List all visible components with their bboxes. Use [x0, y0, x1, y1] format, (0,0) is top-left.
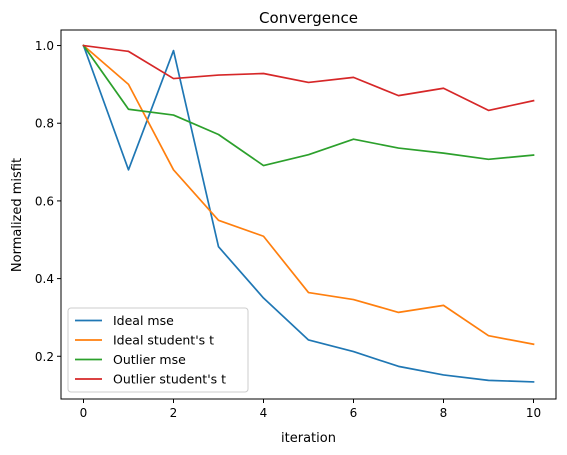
x-axis-label: iteration — [281, 431, 336, 446]
series-line-3 — [82, 44, 535, 112]
x-tick-label: 8 — [440, 406, 448, 420]
x-tick-label: 10 — [526, 406, 541, 420]
legend-label: Ideal mse — [113, 313, 174, 328]
y-axis-label: Normalized misfit — [10, 158, 25, 272]
chart-title: Convergence — [259, 9, 358, 27]
y-tick-label: 0.4 — [35, 272, 54, 286]
legend: Ideal mse Ideal student's t Outlier mse Out… — [67, 307, 249, 393]
plot-area — [82, 44, 535, 383]
y-tick-label: 0.6 — [35, 194, 54, 208]
x-tick-label: 6 — [350, 406, 358, 420]
x-tick-label: 0 — [80, 406, 88, 420]
y-tick-label: 0.8 — [35, 117, 54, 131]
y-axis: 0.2 0.4 0.6 0.8 1.0 — [35, 39, 61, 364]
y-tick-label: 0.2 — [35, 350, 54, 364]
x-tick-label: 2 — [170, 406, 178, 420]
series-line-2 — [82, 44, 535, 167]
x-axis: 0 2 4 6 8 10 — [80, 399, 541, 420]
x-tick-label: 4 — [260, 406, 268, 420]
legend-label: Outlier student's t — [113, 372, 226, 387]
y-tick-label: 1.0 — [35, 39, 54, 53]
plot-frame — [60, 29, 557, 400]
series-line-1 — [82, 44, 535, 346]
legend-box — [67, 307, 249, 393]
series-line-0 — [82, 44, 535, 383]
legend-label: Outlier mse — [113, 352, 186, 367]
legend-label: Ideal student's t — [113, 333, 214, 348]
